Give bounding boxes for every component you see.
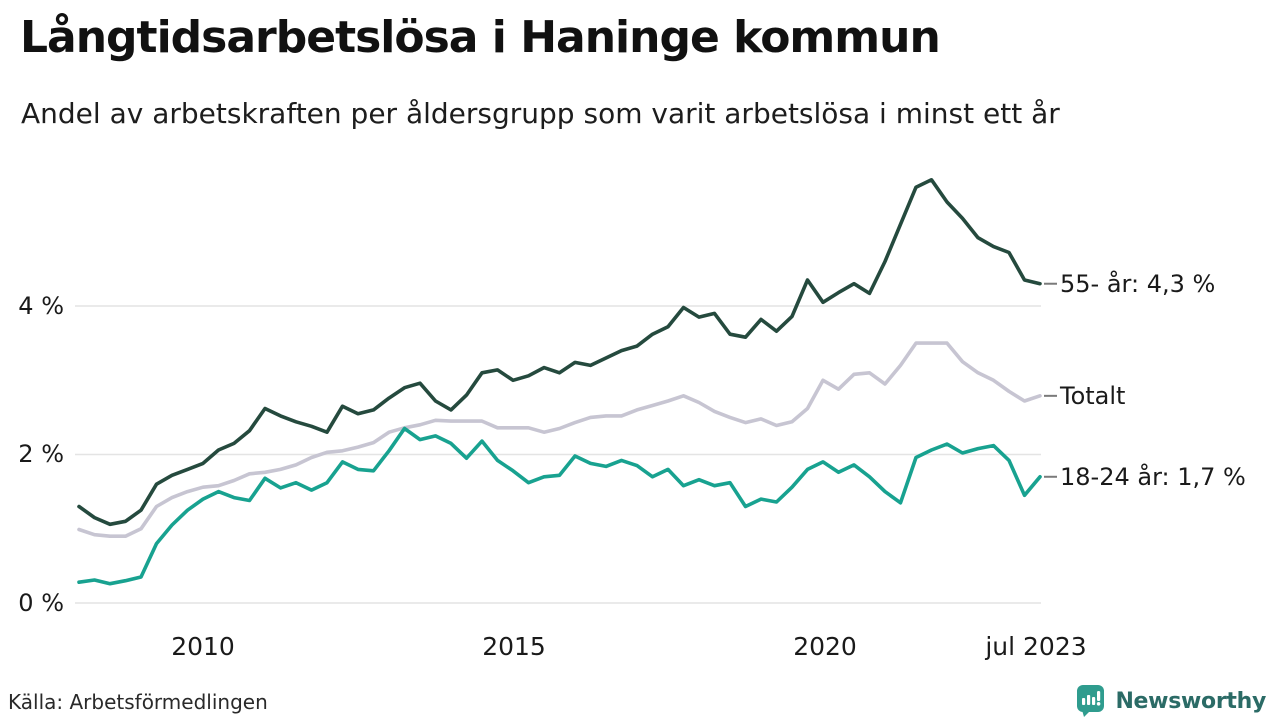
x-tick-jul-2023: jul 2023 (985, 632, 1087, 661)
x-tick-2020: 2020 (793, 632, 857, 661)
series-line-totalt (77, 341, 1042, 539)
newsworthy-icon (1077, 685, 1105, 717)
series-label-totalt: Totalt (1060, 382, 1126, 410)
newsworthy-logo: Newsworthy (1076, 684, 1266, 718)
page-title: Långtidsarbetslösa i Haninge kommun (20, 12, 941, 63)
series-line-18-24-r (77, 426, 1042, 586)
page-subtitle: Andel av arbetskraften per åldersgrupp s… (21, 97, 1060, 130)
x-tick-2015: 2015 (482, 632, 546, 661)
y-tick-4: 4 % (18, 292, 64, 320)
x-tick-2010: 2010 (171, 632, 235, 661)
source-note: Källa: Arbetsförmedlingen (8, 690, 268, 714)
series-label-18-24: 18-24 år: 1,7 % (1060, 463, 1246, 491)
series-label-55: 55- år: 4,3 % (1060, 270, 1216, 298)
y-tick-0: 0 % (18, 589, 64, 617)
y-tick-2: 2 % (18, 440, 64, 468)
newsworthy-wordmark: Newsworthy (1115, 688, 1266, 714)
series-line-55-r (77, 178, 1042, 527)
